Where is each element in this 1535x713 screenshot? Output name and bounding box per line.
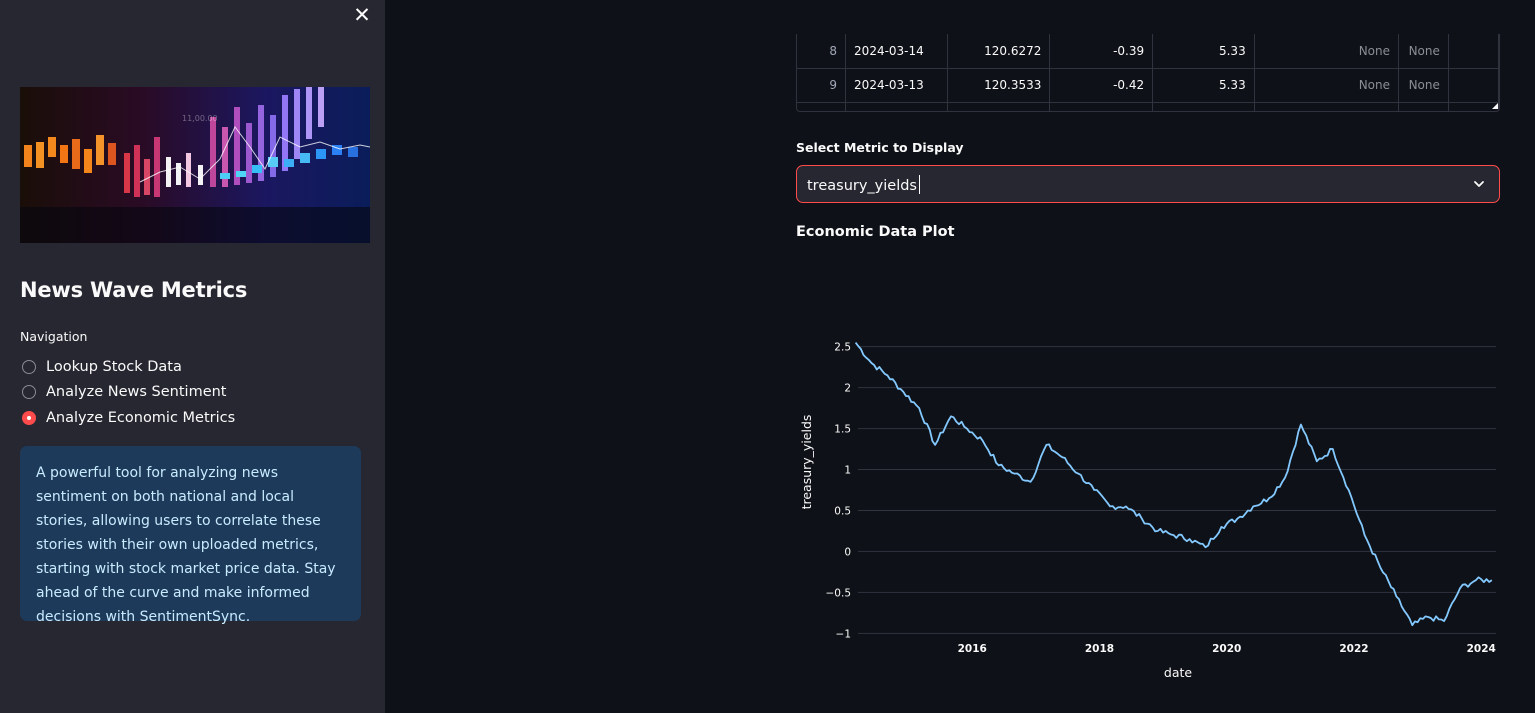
close-icon[interactable]: ✕ <box>353 3 371 27</box>
economic-data-chart[interactable]: 2.521.510.50−0.5−1 2016 2018 2020 2022 2024 … <box>796 318 1500 698</box>
y-tick-label: 0 <box>844 546 851 558</box>
table-cell: 120.3533 <box>947 68 1051 103</box>
table-cell <box>1448 34 1499 69</box>
table-row <box>797 102 1499 111</box>
table-cell <box>797 102 847 111</box>
x-tick-label: 2016 <box>958 643 987 655</box>
table-cell <box>1448 68 1499 103</box>
x-tick-label: 2018 <box>1085 643 1114 655</box>
table-cell <box>845 102 949 111</box>
select-label: Select Metric to Display <box>796 140 964 155</box>
table-cell: 120.6272 <box>947 34 1051 69</box>
text-cursor <box>919 175 920 194</box>
table-cell <box>1254 102 1400 111</box>
chevron-down-icon[interactable] <box>1473 178 1485 190</box>
table-cell <box>1448 102 1499 111</box>
radio-checked-icon[interactable] <box>22 410 36 425</box>
x-axis-ticks: 2016 2018 2020 2022 2024 <box>958 643 1496 655</box>
nav-option-label: Analyze News Sentiment <box>46 384 227 401</box>
table-row: 9 2024-03-13 120.3533 -0.42 5.33 None No… <box>797 68 1499 103</box>
table-cell: 5.33 <box>1152 68 1255 103</box>
y-axis-ticks: 2.5 2 1.5 1 0.5 0 −0.5 −1 <box>826 342 852 641</box>
data-table[interactable]: 8 2024-03-14 120.6272 -0.39 5.33 None No… <box>796 34 1500 112</box>
chart-grid <box>858 346 1496 634</box>
financial-chart-image: 11,00.00 <box>20 87 370 243</box>
y-tick-label: 2.5 <box>834 342 851 354</box>
y-tick-label: 1 <box>844 465 851 477</box>
y-tick-label: −0.5 <box>826 587 852 599</box>
date-cell: 2024-03-13 <box>845 68 949 103</box>
plot-title: Economic Data Plot <box>796 224 955 240</box>
app-title: News Wave Metrics <box>20 278 248 302</box>
nav-option-label: Lookup Stock Data <box>46 358 182 375</box>
resize-handle-icon[interactable] <box>1492 103 1498 109</box>
table-cell: None <box>1254 68 1400 103</box>
table-cell: -0.39 <box>1049 34 1154 69</box>
y-tick-label: 0.5 <box>834 505 851 517</box>
row-index: 9 <box>797 68 847 103</box>
nav-option-lookup-stock-data[interactable]: Lookup Stock Data <box>20 354 235 380</box>
table-cell: None <box>1398 68 1449 103</box>
nav-option-analyze-news-sentiment[interactable]: Analyze News Sentiment <box>20 380 235 406</box>
table-row: 8 2024-03-14 120.6272 -0.39 5.33 None No… <box>797 34 1499 69</box>
navigation-radio-group: Lookup Stock Data Analyze News Sentiment… <box>20 354 235 431</box>
x-axis-label: date <box>1164 665 1192 680</box>
radio-unchecked-icon[interactable] <box>22 385 36 400</box>
svg-text:11,00.00: 11,00.00 <box>182 114 218 123</box>
table-cell <box>1152 102 1255 111</box>
table-cell: None <box>1398 34 1449 69</box>
y-tick-label: 2 <box>844 383 851 395</box>
nav-option-label: Analyze Economic Metrics <box>46 409 236 426</box>
date-cell: 2024-03-14 <box>845 34 949 69</box>
x-tick-label: 2020 <box>1212 643 1241 655</box>
x-tick-label: 2022 <box>1339 643 1368 655</box>
row-index: 8 <box>797 34 847 69</box>
series-line <box>854 342 1493 627</box>
radio-unchecked-icon[interactable] <box>22 359 36 374</box>
table-cell: None <box>1254 34 1400 69</box>
y-axis-label: treasury_yields <box>799 415 814 510</box>
info-box: A powerful tool for analyzing news senti… <box>20 446 361 625</box>
table-cell <box>1049 102 1154 111</box>
table-cell: 5.33 <box>1152 34 1255 69</box>
select-value: treasury_yields <box>807 178 917 194</box>
table-cell <box>947 102 1051 111</box>
table-cell <box>1398 102 1449 111</box>
table-cell: -0.42 <box>1049 68 1154 103</box>
metric-select[interactable]: treasury_yields <box>796 165 1500 203</box>
y-tick-label: −1 <box>836 628 851 640</box>
sidebar: ✕ <box>0 0 385 713</box>
nav-option-analyze-economic-metrics[interactable]: Analyze Economic Metrics <box>20 405 235 431</box>
y-tick-label: 1.5 <box>834 424 851 436</box>
x-tick-label: 2024 <box>1467 643 1496 655</box>
select-value-wrapper: treasury_yields <box>807 175 920 194</box>
navigation-label: Navigation <box>20 329 88 344</box>
hero-image: 11,00.00 <box>20 87 370 243</box>
